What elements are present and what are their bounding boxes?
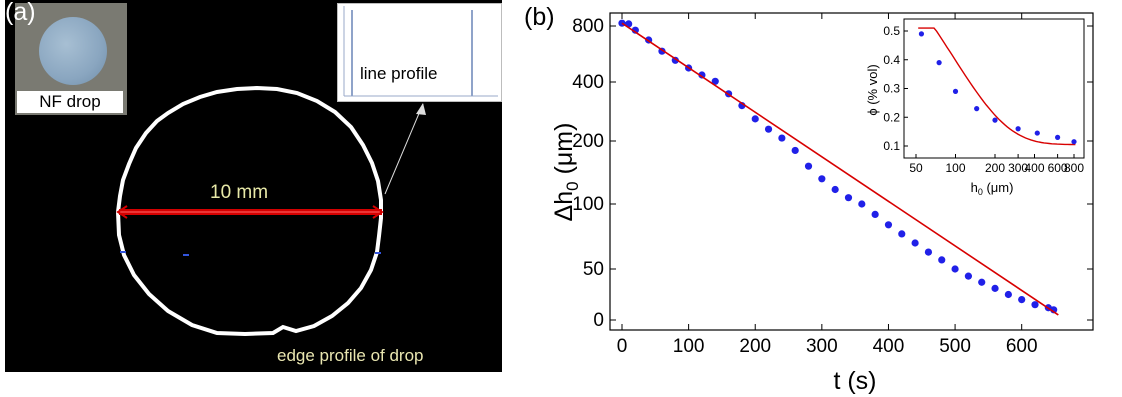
line-profile-caption: line profile xyxy=(360,64,438,83)
inset-y-tick-label: 0.2 xyxy=(883,110,900,124)
main-plot-frame xyxy=(609,12,1094,331)
panel-label-b: (b) xyxy=(524,3,555,31)
inset-data-point xyxy=(992,117,998,123)
x-tick-label: 200 xyxy=(739,336,771,357)
data-point xyxy=(804,162,813,170)
scale-bar-label: 10 mm xyxy=(210,182,269,203)
inset-x-axis-title: h0 (μm) xyxy=(971,180,1014,197)
pointer-arrowhead xyxy=(416,103,426,115)
inset-data-point xyxy=(936,60,942,66)
data-point xyxy=(791,146,799,155)
inset-data-point xyxy=(1055,134,1061,140)
inset-x-tick-label: 50 xyxy=(909,161,923,175)
x-tick-label: 0 xyxy=(617,336,628,357)
data-point xyxy=(1018,296,1026,304)
inset-y-axis-title: ϕ (% vol) xyxy=(865,64,880,115)
inset-x-tick-label: 400 xyxy=(1024,161,1044,175)
inset-data-point xyxy=(918,31,925,37)
y-axis-title: Δh0 (μm) xyxy=(550,123,582,222)
inset-x-tick-label: 600 xyxy=(1048,161,1068,175)
x-axis-title: t (s) xyxy=(833,367,876,395)
data-point xyxy=(978,278,986,286)
edge-detection-image: NF drop (a) line profile 10 mm edge prof… xyxy=(5,0,502,372)
data-point xyxy=(1004,290,1012,299)
inset-x-tick-label: 300 xyxy=(1008,161,1028,175)
data-point xyxy=(991,284,999,292)
data-point xyxy=(764,125,773,133)
scale-bar-left-arrow xyxy=(116,205,128,219)
data-point xyxy=(924,248,933,256)
data-point xyxy=(911,239,919,247)
y-tick-label: 0 xyxy=(593,310,604,331)
data-point xyxy=(711,77,719,85)
x-tick-label: 600 xyxy=(1006,336,1038,357)
data-point xyxy=(698,71,706,79)
edge-speck xyxy=(375,252,381,254)
scale-bar-right-arrow xyxy=(372,205,384,219)
x-tick-label: 400 xyxy=(873,336,905,357)
line-profile-plot xyxy=(343,6,498,97)
drop-image xyxy=(39,17,107,85)
y-tick-label: 100 xyxy=(572,194,604,215)
inset-y-tick-label: 0.3 xyxy=(883,82,900,96)
inset-x-tick-label: 800 xyxy=(1064,161,1084,175)
data-point xyxy=(951,265,959,273)
x-tick-label: 100 xyxy=(673,336,705,357)
inset-data-point xyxy=(1071,139,1077,145)
inset-data-point xyxy=(952,88,959,94)
inset-x-tick-label: 200 xyxy=(985,161,1005,175)
edge-speck xyxy=(183,254,189,256)
data-point xyxy=(1031,301,1039,309)
drop-edge-outline xyxy=(115,85,383,337)
data-point xyxy=(778,134,786,142)
inset-data-point xyxy=(1034,130,1040,136)
inset-y-tick-label: 0.1 xyxy=(883,139,900,153)
data-point xyxy=(858,200,866,208)
y-tick-label: 400 xyxy=(572,72,604,93)
line-profile-inset: line profile xyxy=(337,3,502,102)
inset-plot-frame xyxy=(903,18,1085,159)
nf-drop-photo: NF drop xyxy=(15,3,127,115)
fit-line xyxy=(621,22,1059,316)
inset-y-tick-label: 0.5 xyxy=(883,24,900,38)
data-point xyxy=(751,115,759,123)
data-point xyxy=(631,26,639,34)
inset-data-point xyxy=(1015,126,1021,132)
data-point xyxy=(871,210,879,218)
y-tick-label: 50 xyxy=(583,259,604,280)
edge-speck xyxy=(120,251,126,253)
inset-x-tick-label: 100 xyxy=(945,161,965,175)
data-point xyxy=(1050,306,1058,314)
drop-edge-svg xyxy=(115,85,426,337)
y-tick-label: 800 xyxy=(572,16,604,37)
pointer-arrow xyxy=(384,103,424,195)
inset-y-tick-label: 0.4 xyxy=(883,53,900,67)
data-point xyxy=(938,256,946,264)
y-tick-label: 200 xyxy=(572,131,604,152)
data-point xyxy=(964,272,973,280)
data-point xyxy=(884,221,893,229)
inset-data-point xyxy=(974,106,980,112)
panel-label-a: (a) xyxy=(5,0,36,26)
data-point xyxy=(818,175,826,183)
x-tick-label: 500 xyxy=(939,336,971,357)
edge-profile-caption: edge profile of drop xyxy=(277,346,424,365)
data-point xyxy=(898,230,906,238)
x-tick-label: 300 xyxy=(806,336,838,357)
data-point xyxy=(844,194,853,202)
inset-fit-curve xyxy=(918,27,1076,146)
drop-photo-caption: NF drop xyxy=(17,91,123,113)
data-point xyxy=(831,185,839,194)
